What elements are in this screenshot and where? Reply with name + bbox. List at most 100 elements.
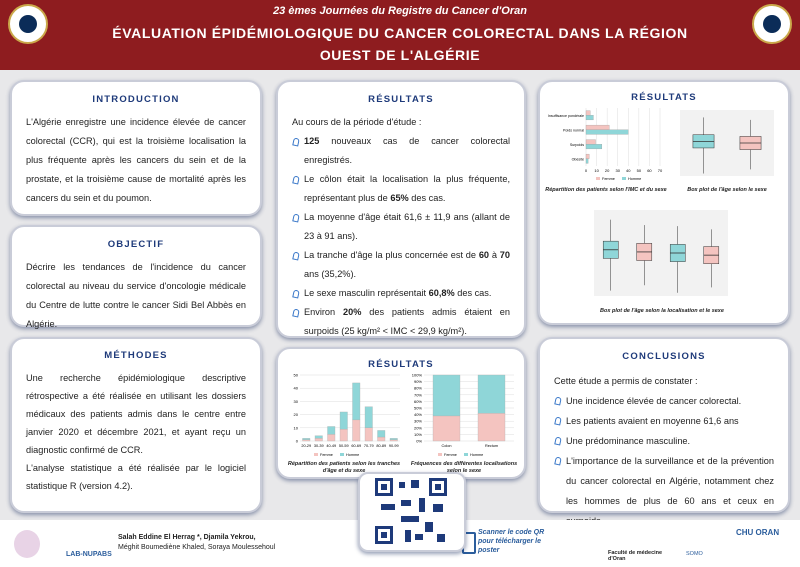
- legend-swatch: [438, 453, 442, 456]
- bar: [314, 435, 323, 439]
- legend-label: Femme: [444, 453, 457, 457]
- bold-text: 60,8%: [428, 288, 455, 298]
- x-tick-label: 90-99: [389, 444, 399, 448]
- bar: [585, 139, 596, 145]
- caption: Box plot de l'âge selon la localisation …: [600, 308, 724, 314]
- bold-text: 20%: [343, 307, 362, 317]
- bullet: Environ 20% des patients admis étaient e…: [292, 303, 510, 341]
- bar: [585, 115, 594, 121]
- heading: RÉSULTATS: [631, 92, 697, 103]
- legend-swatch: [622, 177, 626, 180]
- text: des cas.: [408, 193, 446, 203]
- title: ÉVALUATION ÉPIDÉMIOLOGIQUE DU CANCER COL…: [112, 25, 688, 41]
- heading: CONCLUSIONS: [622, 351, 706, 362]
- y-tick-label: 90%: [414, 379, 422, 384]
- y-tick-label: Obésité: [572, 157, 584, 161]
- y-tick-label: 80%: [414, 386, 422, 391]
- bar: [377, 436, 386, 442]
- caption: Répartition des patients selon l'IMC et …: [545, 187, 667, 193]
- bullet: Une incidence élevée de cancer colorecta…: [554, 391, 774, 411]
- text: Environ: [304, 307, 344, 317]
- chart: 0 10 20 30 40 50 60 70 Insuffisance pondérale Poi…: [548, 108, 663, 181]
- y-tick-label: 30%: [414, 419, 422, 424]
- x-tick-label: Rectum: [485, 444, 498, 448]
- methodes: MÉTHODES Une recherche épidémiologique d…: [10, 337, 262, 513]
- bar: [585, 124, 610, 130]
- y-tick-label: Surpoids: [570, 143, 584, 147]
- logo: [8, 4, 48, 44]
- qr-code: [358, 472, 466, 552]
- x-tick-label: 10: [594, 168, 599, 173]
- text: Cette étude a permis de constater :: [554, 376, 698, 386]
- chart: [594, 210, 728, 296]
- y-tick-label: 70%: [414, 392, 422, 397]
- logo: [14, 530, 40, 558]
- x-tick-label: 40-49: [326, 444, 336, 448]
- resultats2: RÉSULTATS 0 10 20 30 40 50 20-29 30-39 40-49 50-5…: [276, 347, 526, 479]
- bar: [302, 438, 311, 440]
- text: L'analyse statistique a été réalisée par…: [26, 463, 246, 491]
- legend-label: Homme: [346, 453, 359, 457]
- legend-label: Homme: [470, 453, 483, 457]
- x-tick-label: 60: [647, 168, 652, 173]
- x-tick-label: 0: [585, 168, 588, 173]
- y-tick-label: 40: [294, 386, 299, 391]
- logo-text: CHU ORAN: [736, 528, 780, 537]
- legend-swatch: [340, 453, 344, 456]
- bar: [364, 406, 373, 428]
- y-tick-label: 0%: [416, 439, 422, 444]
- heading: RÉSULTATS: [368, 359, 434, 370]
- bar: [389, 439, 398, 442]
- y-tick-label: 50: [294, 373, 299, 378]
- chart: 0 10 20 30 40 50 20-29 30-39 40-49 50-59 60-69 70-7…: [294, 373, 400, 457]
- resultats: RÉSULTATS Au cours de la période d'étude…: [276, 80, 526, 338]
- legend-swatch: [464, 453, 468, 456]
- x-tick-label: 30-39: [314, 444, 324, 448]
- text: nouveaux cas de cancer colorectal enregi…: [304, 136, 510, 165]
- bullet: Les patients avaient en moyenne 61,6 ans: [554, 411, 774, 431]
- x-tick-label: 40: [626, 168, 631, 173]
- conclusions: CONCLUSIONS Cette étude a permis de cons…: [538, 337, 790, 526]
- bullet: Le sexe masculin représentait 60,8% des …: [292, 284, 510, 303]
- bar: [432, 415, 461, 442]
- y-tick-label: 100%: [412, 373, 423, 378]
- bullet: Une prédominance masculine.: [554, 431, 774, 451]
- chart: [680, 110, 774, 176]
- heading: RÉSULTATS: [368, 94, 434, 105]
- bar: [314, 438, 323, 442]
- text: La tranche d'âge la plus concernée est d…: [304, 250, 479, 260]
- bullet: Le côlon était la localisation la plus f…: [292, 170, 510, 208]
- y-tick-label: 50%: [414, 406, 422, 411]
- y-tick-label: 40%: [414, 412, 422, 417]
- x-tick-label: Colon: [442, 444, 452, 448]
- logo: [752, 4, 792, 44]
- bold-text: 125: [304, 136, 320, 146]
- bar: [364, 427, 373, 442]
- y-tick-label: 20: [294, 412, 299, 417]
- bar: [477, 413, 506, 442]
- bar: [339, 428, 348, 442]
- bold-text: 70: [499, 250, 510, 260]
- text: Au cours de la période d'étude :: [292, 117, 422, 127]
- title: OUEST DE L'ALGÉRIE: [319, 47, 481, 63]
- legend-swatch: [596, 177, 600, 180]
- bar: [585, 129, 629, 135]
- text: Une recherche épidémiologique descriptiv…: [26, 373, 246, 455]
- subtitle: 23 èmes Journées du Registre du Cancer d…: [273, 5, 527, 17]
- x-tick-label: 30: [615, 168, 620, 173]
- text: des cas.: [454, 288, 492, 298]
- bar: [585, 144, 603, 150]
- text: à: [489, 250, 500, 260]
- y-tick-label: 30: [294, 399, 299, 404]
- x-tick-label: 80-89: [376, 444, 386, 448]
- bold-text: 65%: [390, 193, 409, 203]
- bar: [339, 411, 348, 430]
- bar: [352, 419, 361, 442]
- list: Une incidence élevée de cancer colorecta…: [554, 391, 774, 531]
- bar: [585, 153, 590, 159]
- y-tick-label: 60%: [414, 399, 422, 404]
- bar: [302, 439, 311, 442]
- y-tick-label: Insuffisance pondérale: [548, 114, 584, 118]
- x-tick-label: 70-79: [364, 444, 374, 448]
